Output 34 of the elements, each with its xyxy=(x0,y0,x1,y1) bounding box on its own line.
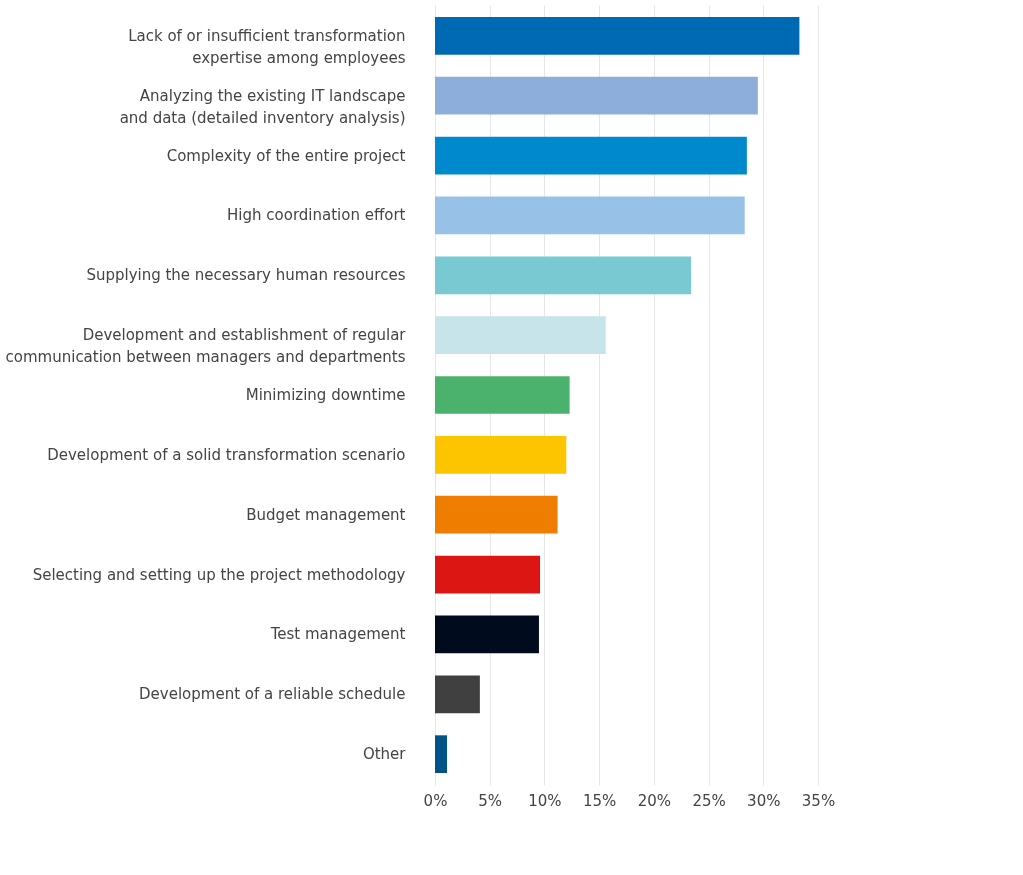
x-tick-label: 25% xyxy=(692,791,726,810)
bar xyxy=(435,376,570,414)
bar xyxy=(435,76,758,115)
bar xyxy=(435,436,567,474)
y-tick-label: Other xyxy=(362,745,407,764)
y-tick-label: Budget management xyxy=(246,505,406,524)
x-tick-label: 5% xyxy=(478,791,503,810)
x-tick-label: 20% xyxy=(637,791,672,810)
x-tick-label: 0% xyxy=(423,791,448,810)
x-tick-label: 15% xyxy=(582,791,617,810)
bar xyxy=(435,136,747,175)
y-tick-label: Selecting and setting up the project methodology xyxy=(32,565,406,584)
bar xyxy=(435,495,558,534)
y-tick-label: Minimizing downtime xyxy=(245,386,406,404)
bar xyxy=(435,256,692,295)
bar xyxy=(435,735,448,774)
y-tick-label: Development and establishment of regular communication between managers and departments xyxy=(5,326,407,367)
bar xyxy=(435,675,480,714)
y-tick-label: Development of a solid transformation scenario xyxy=(47,445,406,464)
x-tick-label: 30% xyxy=(747,791,781,810)
bar xyxy=(435,615,539,654)
y-tick-label: Lack of or insufficient transformation expertise among employees xyxy=(128,26,406,67)
bar xyxy=(435,196,745,235)
y-tick-label: Complexity of the entire project xyxy=(166,146,406,165)
x-tick-label: 10% xyxy=(528,791,562,810)
y-tick-label: Supplying the necessary human resources xyxy=(86,266,406,285)
y-tick-label: Development of a reliable schedule xyxy=(139,685,406,704)
x-tick-label: 35% xyxy=(801,791,836,810)
bar xyxy=(435,16,800,55)
y-tick-label: Test management xyxy=(269,625,406,644)
y-tick-label: High coordination effort xyxy=(227,206,406,225)
bar xyxy=(435,555,541,594)
y-tick-label: Analyzing the existing IT landscape and data (detailed inventory analysis) xyxy=(119,86,406,127)
bar xyxy=(435,316,606,354)
